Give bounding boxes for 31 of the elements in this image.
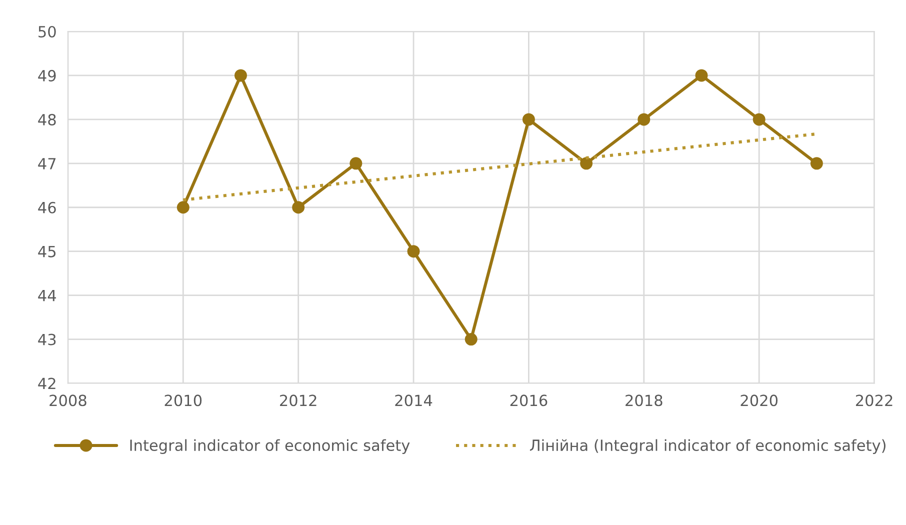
point: [350, 157, 362, 170]
x-tick-label: 2016: [510, 394, 548, 406]
y-tick-label: 43: [38, 334, 56, 346]
y-tick-label: 46: [38, 202, 56, 214]
point: [810, 157, 823, 170]
x-tick-label: 2012: [280, 394, 316, 406]
point: [695, 69, 708, 82]
x-tick-label: 2020: [740, 394, 778, 406]
y-tick-label: 44: [38, 290, 56, 302]
point: [176, 201, 190, 214]
point: [638, 113, 650, 126]
x-tick-label: 2008: [50, 394, 86, 406]
y-tick-label: 50: [38, 26, 56, 38]
y-tick-label: 42: [38, 378, 56, 390]
y-tick-label: 49: [38, 70, 56, 82]
y-tick-label: 48: [38, 114, 56, 126]
legend-label: Integral indicator of economic safety: [130, 439, 410, 454]
y-tick-label: 47: [38, 158, 56, 170]
x-tick-label: 2010: [164, 394, 202, 406]
point: [464, 333, 478, 346]
point: [407, 245, 420, 258]
point: [752, 113, 766, 126]
point: [522, 113, 535, 126]
y-tick-label: 45: [38, 246, 56, 258]
x-tick-label: 2022: [856, 394, 892, 406]
point: [234, 69, 247, 82]
x-tick-label: 2018: [626, 394, 662, 406]
legend-label: Лінійна (Integral indicator of economic safety): [530, 439, 886, 454]
point: [580, 157, 593, 170]
point: [292, 201, 305, 214]
x-tick-label: 2014: [395, 394, 432, 406]
